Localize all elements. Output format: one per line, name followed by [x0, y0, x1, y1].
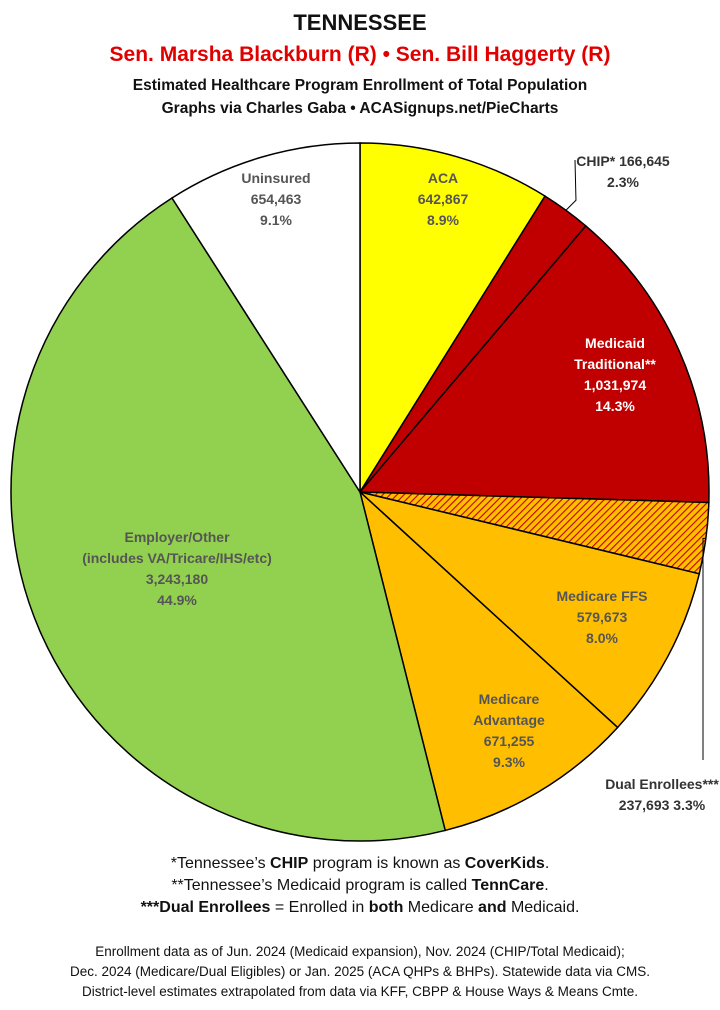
label-aca: ACA 642,867 8.9%: [418, 170, 469, 228]
slice-labels: ACA 642,867 8.9% CHIP* 166,645 2.3% Medicaid T…: [82, 153, 719, 813]
pie-chart: ACA 642,867 8.9% CHIP* 166,645 2.3% Medicaid T…: [10, 142, 719, 842]
leader-lines: [565, 159, 706, 760]
senators-subtitle: Sen. Marsha Blackburn (R) • Sen. Bill Ha…: [109, 43, 611, 66]
label-medicare-ffs: Medicare FFS 579,673 8.0%: [556, 588, 647, 646]
source-footer: Enrollment data as of Jun. 2024 (Medicai…: [0, 942, 720, 1002]
source-line-3: District-level estimates extrapolated fr…: [82, 984, 638, 999]
slice-employer-other: [10, 196, 447, 842]
chart-title: TENNESSEE: [293, 10, 427, 35]
footnote-dual: ***Dual Enrollees = Enrolled in both Med…: [140, 899, 580, 916]
label-chip: CHIP* 166,645 2.3%: [576, 153, 670, 190]
label-medicare-advantage: Medicare Advantage 671,255 9.3%: [473, 691, 545, 770]
footnote-medicaid: **Tennessee’s Medicaid program is called…: [171, 877, 549, 894]
slice-medicare-ffs: [359, 491, 701, 729]
footnotes: *Tennessee’s CHIP program is known as Co…: [0, 853, 720, 919]
slice-uninsured: [170, 142, 361, 495]
slice-aca: [359, 142, 547, 495]
slice-medicaid-traditional: [358, 224, 710, 504]
leader-chip: [565, 159, 577, 211]
source-line-2: Dec. 2024 (Medicare/Dual Eligibles) or J…: [70, 964, 650, 979]
chart-subtitle: Estimated Healthcare Program Enrollment …: [132, 77, 588, 94]
label-medicaid-traditional: Medicaid Traditional** 1,031,974 14.3%: [574, 335, 656, 414]
source-line-1: Enrollment data as of Jun. 2024 (Medicai…: [95, 944, 625, 959]
label-uninsured: Uninsured 654,463 9.1%: [241, 170, 310, 228]
footnote-chip: *Tennessee’s CHIP program is known as Co…: [170, 855, 550, 872]
pie-slices: [10, 142, 710, 842]
leader-dual-enrollees: [702, 537, 706, 760]
label-dual-enrollees: Dual Enrollees*** 237,693 3.3%: [605, 776, 719, 813]
label-employer-other: Employer/Other (includes VA/Tricare/IHS/e…: [82, 529, 272, 608]
chart-credit: Graphs via Charles Gaba • ACASignups.net…: [161, 100, 559, 117]
